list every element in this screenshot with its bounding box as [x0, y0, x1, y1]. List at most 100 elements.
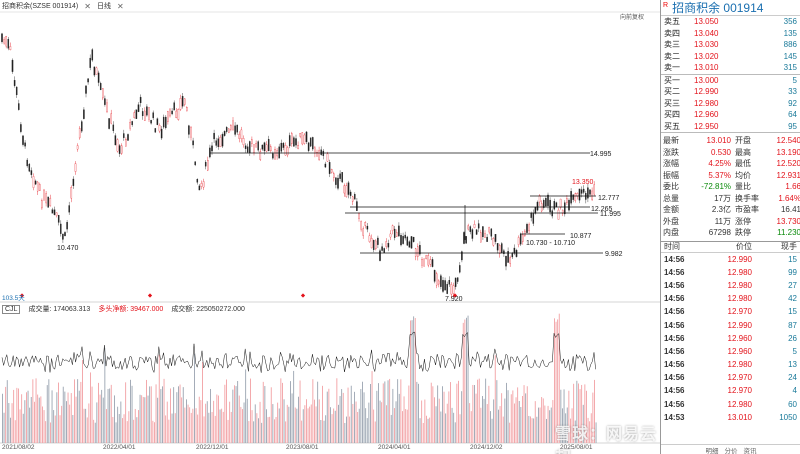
volume-bar [91, 386, 93, 443]
trade-row[interactable]: 14:56 12.970 15 [661, 305, 800, 318]
candle-body [423, 258, 425, 267]
volume-bar [582, 404, 584, 443]
candle-body [137, 104, 140, 112]
trade-row[interactable]: 14:56 12.960 5 [661, 345, 800, 358]
trade-row[interactable]: 14:56 12.990 87 [661, 318, 800, 331]
volume-bar [187, 404, 189, 443]
adjust-mode-label[interactable]: 向前复权 [620, 15, 645, 21]
trade-row[interactable]: 14:53 13.010 1050 [661, 411, 800, 424]
close-icon[interactable]: ✕ [116, 1, 124, 11]
volume-bar [82, 359, 83, 443]
volume-bar [10, 417, 11, 443]
volume-bar [242, 409, 243, 443]
tab-detail[interactable]: 明细 [705, 448, 719, 454]
trade-row[interactable]: 14:56 12.980 27 [661, 279, 800, 292]
trade-row[interactable]: 14:56 12.980 42 [661, 292, 800, 305]
bid-price: 12.980 [694, 98, 719, 108]
period-label[interactable]: 日线 [96, 3, 111, 10]
price-chart[interactable]: 10.470 103.5天 14.995 13.350 12.777 12.26… [0, 0, 660, 454]
label-range: 10.730 - 10.710 [526, 240, 575, 247]
candle-body [305, 131, 308, 143]
ask-row[interactable]: 卖五 13.050 356 [661, 16, 800, 28]
trade-row[interactable]: 14:56 12.980 60 [661, 398, 800, 411]
close-icon[interactable]: ✕ [84, 1, 91, 11]
volume-bar [149, 386, 151, 443]
candle-body [530, 213, 532, 218]
candle-body [421, 259, 423, 266]
label-h3: 12.265 [591, 206, 613, 213]
ask-row[interactable]: 卖四 13.040 135 [661, 28, 800, 40]
ask-row[interactable]: 卖三 13.030 886 [661, 39, 800, 51]
volume-bar [581, 384, 583, 443]
candle-body [141, 111, 144, 117]
ask-row[interactable]: 卖二 13.020 145 [661, 51, 800, 63]
volume-bar [589, 421, 591, 443]
trade-time: 14:56 [664, 267, 685, 277]
volume-bar [126, 421, 128, 443]
trade-row[interactable]: 14:56 12.960 26 [661, 332, 800, 345]
trade-row[interactable]: 14:56 12.980 13 [661, 358, 800, 371]
trade-row[interactable]: 14:56 12.990 15 [661, 253, 800, 266]
ask-label: 卖二 [664, 51, 680, 61]
volume-bar [238, 395, 240, 443]
candle-body [309, 137, 312, 147]
candle-body [448, 280, 451, 285]
trades-list[interactable]: 14:56 12.990 15 14:56 12.980 99 14:56 12.980 27 1… [661, 253, 800, 424]
stat-key: 总量 [663, 193, 679, 203]
volume-bar [328, 388, 330, 443]
volume-bar [483, 398, 485, 443]
volume-bar [106, 409, 107, 443]
bid-row[interactable]: 买一 13.000 5 [661, 75, 800, 87]
volume-line [1, 331, 596, 374]
volume-bar [229, 401, 231, 443]
candle-body [152, 112, 154, 119]
candle-body [257, 141, 259, 151]
volume-bar [558, 313, 560, 443]
volume-bar [522, 395, 523, 443]
bid-row[interactable]: 买三 12.980 92 [661, 98, 800, 110]
volume-bar [56, 392, 58, 443]
bid-row[interactable]: 买四 12.960 64 [661, 109, 800, 121]
volume-bar [416, 381, 418, 443]
indicator-name[interactable]: CJL [2, 304, 21, 314]
tab-news[interactable]: 资讯 [743, 448, 757, 454]
candle-body [492, 238, 495, 246]
ask-row[interactable]: 卖一 13.010 315 [661, 62, 800, 74]
candle-body [402, 236, 404, 244]
trade-row[interactable]: 14:56 12.970 24 [661, 371, 800, 384]
candle-body [318, 150, 320, 160]
trade-price: 12.980 [727, 399, 752, 409]
stat-key: 金额 [663, 205, 679, 214]
volume-bar [387, 380, 389, 443]
trade-price: 12.980 [727, 280, 752, 290]
volume-bar [3, 412, 5, 443]
candle-body [89, 57, 91, 68]
kline-chart-area[interactable]: 招商积余(SZSE 001914) ✕ 日线 ✕ 向前复权 10.470 103… [0, 0, 660, 454]
candle-body [326, 153, 329, 162]
volume-bar [379, 400, 381, 443]
trade-row[interactable]: 14:56 12.970 4 [661, 384, 800, 397]
trade-row[interactable]: 14:56 12.980 99 [661, 266, 800, 279]
candle-body [148, 107, 150, 120]
candle-body [91, 49, 94, 61]
volume-bar [93, 419, 95, 443]
stat-key: 换手率 [735, 193, 759, 203]
bid-row[interactable]: 买二 12.990 33 [661, 86, 800, 98]
candle-body [169, 108, 171, 117]
candle-body [358, 213, 360, 219]
volume-bar [75, 396, 77, 443]
bid-row[interactable]: 买五 12.950 95 [661, 121, 800, 133]
volume-bar [462, 322, 464, 443]
candle-body [186, 107, 188, 112]
candle-body [501, 243, 503, 253]
volume-bar [480, 407, 482, 443]
volume-bar [406, 409, 408, 443]
candle-body [511, 253, 514, 258]
volume-bar [448, 391, 450, 443]
candle-body [496, 243, 499, 251]
tab-price[interactable]: 分价 [724, 448, 738, 454]
volume-bar [160, 389, 162, 443]
trade-volume: 87 [788, 320, 797, 330]
candle-body [133, 112, 136, 118]
watermark: 雪球：网易云起 [555, 426, 658, 454]
